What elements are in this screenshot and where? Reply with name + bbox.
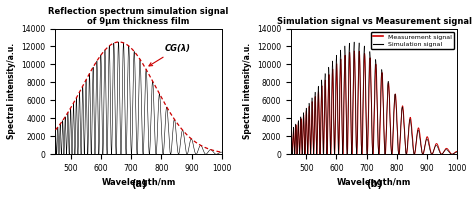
Simulation signal — [352, 53, 357, 55]
Measurement signal — [388, 139, 394, 141]
Measurement signal — [396, 152, 402, 154]
Simulation signal — [420, 153, 426, 155]
Measurement signal — [420, 153, 426, 155]
Text: (a): (a) — [131, 179, 146, 189]
Measurement signal — [352, 50, 357, 52]
Simulation signal — [319, 86, 324, 89]
Simulation signal — [425, 139, 431, 142]
Title: Reflection spectrum simulation signal
of 9µm thickness film: Reflection spectrum simulation signal of… — [48, 7, 229, 26]
Simulation signal — [288, 129, 294, 131]
Legend: Measurement signal, Simulation signal: Measurement signal, Simulation signal — [371, 32, 454, 49]
Measurement signal — [425, 136, 431, 139]
Measurement signal — [288, 130, 294, 133]
Simulation signal — [412, 149, 418, 152]
Line: Simulation signal: Simulation signal — [291, 42, 457, 154]
Line: Measurement signal: Measurement signal — [291, 51, 457, 154]
X-axis label: Wavelength/nm: Wavelength/nm — [337, 178, 411, 187]
Y-axis label: Spectral intensity/a.u.: Spectral intensity/a.u. — [7, 43, 16, 139]
Simulation signal — [388, 144, 394, 147]
Simulation signal — [351, 41, 357, 43]
Measurement signal — [412, 151, 418, 153]
Measurement signal — [455, 150, 460, 153]
Text: (b): (b) — [366, 179, 383, 189]
Title: Simulation signal vs Measurement signal: Simulation signal vs Measurement signal — [277, 17, 472, 26]
Y-axis label: Spectral intensity/a.u.: Spectral intensity/a.u. — [243, 43, 252, 139]
Measurement signal — [319, 99, 324, 102]
Measurement signal — [352, 54, 357, 57]
X-axis label: Wavelength/nm: Wavelength/nm — [101, 178, 176, 187]
Simulation signal — [396, 150, 402, 153]
Simulation signal — [455, 151, 460, 153]
Text: CG(λ): CG(λ) — [149, 44, 191, 66]
